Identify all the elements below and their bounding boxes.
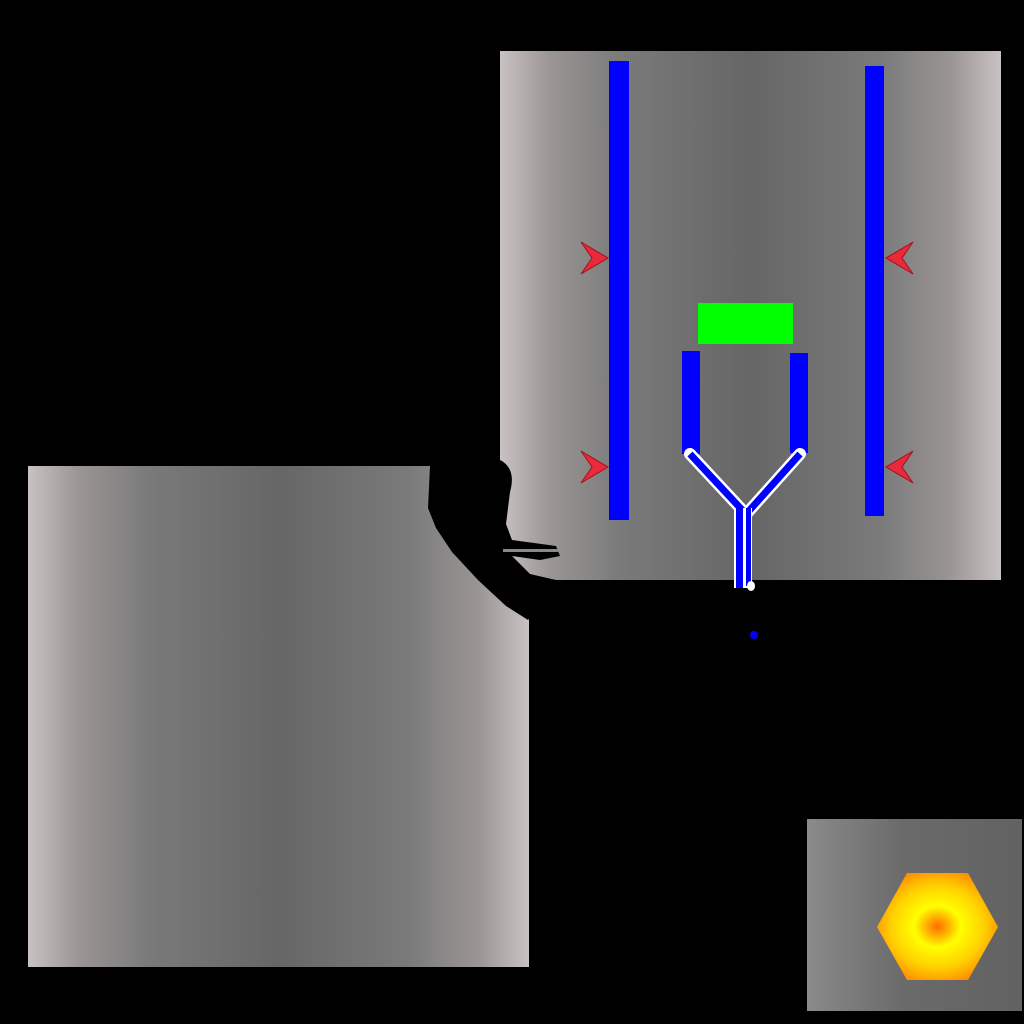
room-left-panel: [28, 466, 529, 967]
hexagon-goal-icon[interactable]: [877, 873, 998, 980]
spike-right-lower: [885, 450, 914, 484]
green-pad: [698, 303, 793, 344]
spike-left-lower: [580, 450, 609, 484]
blue-dot-projectile: [750, 631, 758, 639]
pillar-left: [609, 61, 629, 520]
blue-funnel: [682, 351, 808, 591]
spike-right-upper: [885, 241, 914, 275]
player-silhouette: [428, 460, 560, 620]
spikes: [580, 241, 914, 484]
pillar-right: [865, 66, 884, 516]
player-arm-highlight: [503, 549, 558, 552]
spike-left-upper: [580, 241, 609, 275]
